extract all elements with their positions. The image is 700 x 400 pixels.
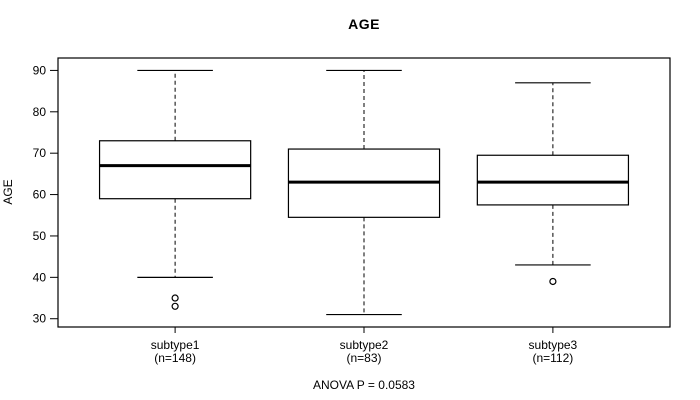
y-tick-label: 50 (33, 229, 47, 243)
x-sublabel-subtype3: (n=112) (532, 351, 573, 365)
x-sublabel-subtype1: (n=148) (154, 351, 196, 365)
x-label-subtype2: subtype2 (340, 338, 389, 352)
chart-title: AGE (348, 16, 380, 32)
outlier-point (549, 277, 557, 286)
iqr-box-subtype1 (98, 140, 252, 200)
x-label-subtype1: subtype1 (151, 338, 200, 352)
y-tick-label: 60 (33, 188, 47, 202)
x-label-subtype3: subtype3 (529, 338, 578, 352)
y-tick-label: 70 (33, 146, 47, 160)
y-tick-label: 30 (33, 312, 47, 326)
y-tick-label: 90 (33, 63, 47, 77)
outlier-point (171, 294, 179, 302)
y-tick-label: 80 (33, 105, 47, 119)
y-tick-label: 40 (33, 270, 47, 284)
outlier-point (171, 302, 179, 310)
x-sublabel-subtype2: (n=83) (346, 351, 381, 365)
anova-annotation: ANOVA P = 0.0583 (313, 378, 415, 392)
iqr-box-subtype3 (476, 154, 630, 206)
